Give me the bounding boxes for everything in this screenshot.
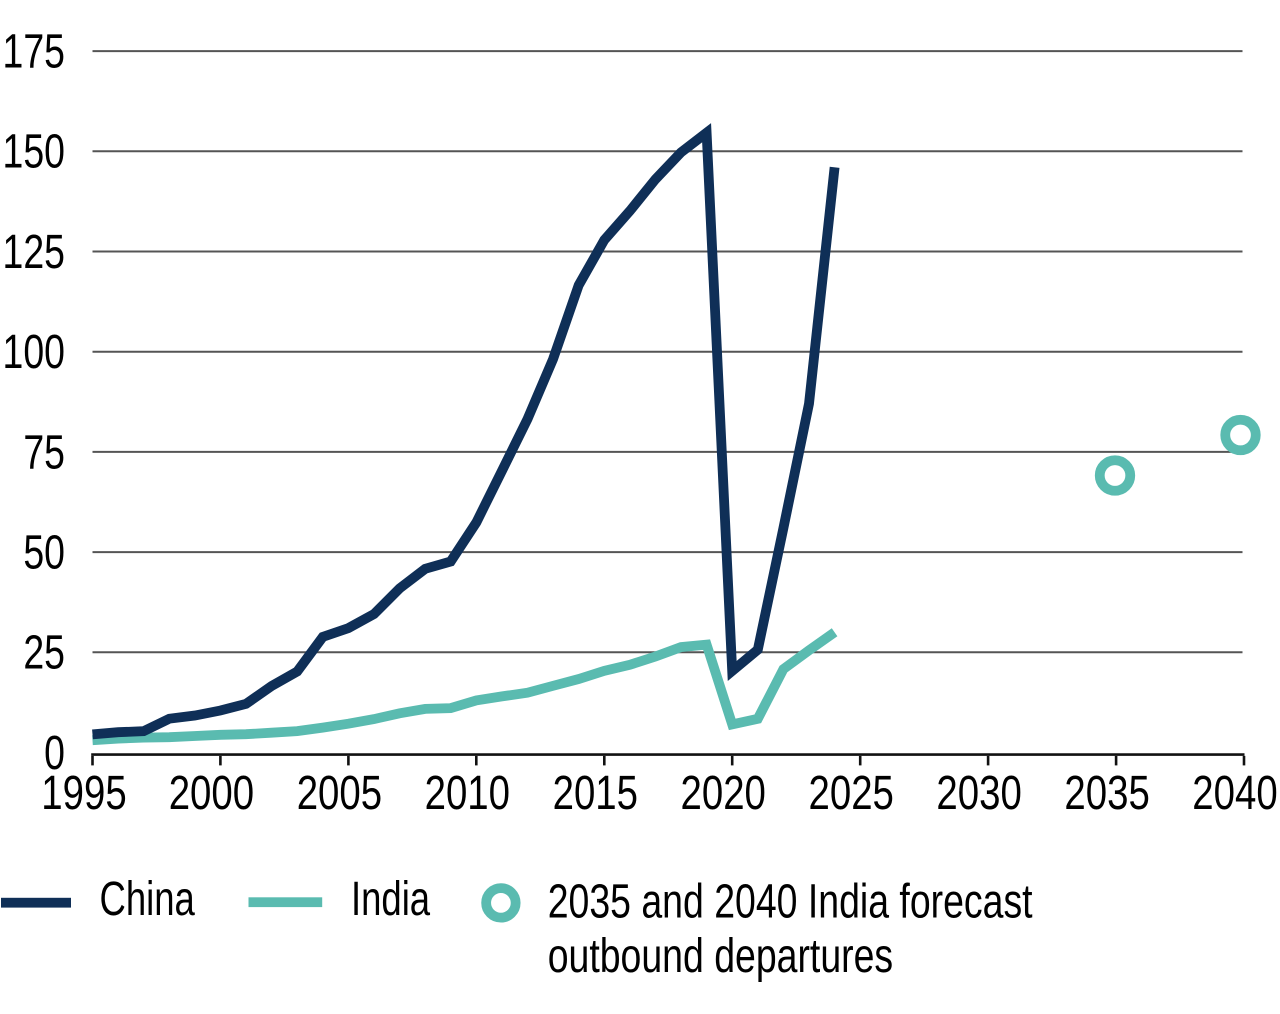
svg-text:2025: 2025 — [808, 767, 893, 820]
svg-text:50: 50 — [23, 526, 65, 580]
svg-text:2015: 2015 — [553, 767, 638, 820]
svg-text:2035 and 2040 India forecast: 2035 and 2040 India forecast — [548, 875, 1033, 929]
svg-text:2035: 2035 — [1064, 767, 1149, 820]
svg-text:0: 0 — [44, 727, 65, 781]
svg-text:25: 25 — [23, 626, 65, 680]
svg-text:100: 100 — [3, 326, 65, 380]
svg-text:1995: 1995 — [41, 767, 126, 820]
svg-text:2010: 2010 — [425, 767, 510, 820]
svg-text:China: China — [100, 872, 196, 926]
svg-text:2030: 2030 — [936, 767, 1021, 820]
svg-text:125: 125 — [3, 226, 65, 280]
svg-text:75: 75 — [23, 426, 65, 480]
svg-text:2005: 2005 — [297, 767, 382, 820]
svg-text:2020: 2020 — [680, 767, 765, 820]
svg-text:175: 175 — [3, 25, 65, 79]
svg-text:150: 150 — [3, 125, 65, 179]
svg-text:India: India — [351, 872, 430, 926]
svg-text:outbound departures: outbound departures — [548, 930, 893, 984]
svg-text:2040: 2040 — [1192, 767, 1277, 820]
svg-text:2000: 2000 — [169, 767, 254, 820]
